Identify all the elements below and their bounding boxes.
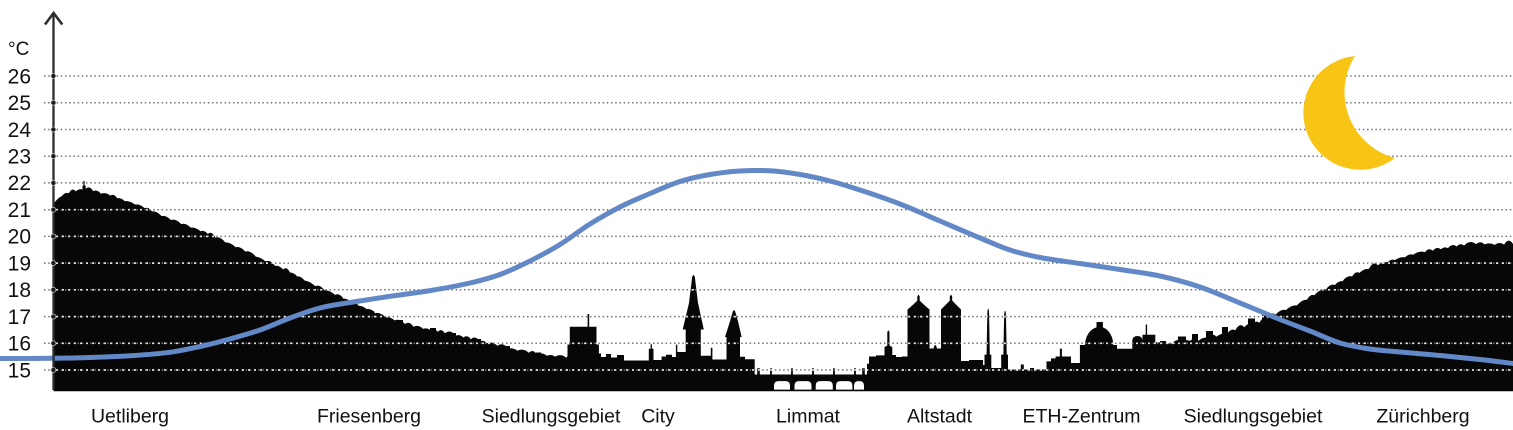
svg-text:ETH-Zentrum: ETH-Zentrum [1022,406,1140,428]
svg-text:Altstadt: Altstadt [907,406,973,428]
svg-text:23: 23 [8,146,31,169]
svg-text:Friesenberg: Friesenberg [317,406,421,428]
svg-text:15: 15 [8,359,31,382]
svg-text:16: 16 [8,333,31,356]
svg-text:Limmat: Limmat [776,406,841,428]
svg-text:17: 17 [8,306,31,329]
svg-text:25: 25 [8,92,31,115]
svg-text:Uetliberg: Uetliberg [91,406,169,428]
svg-text:24: 24 [8,119,32,142]
svg-text:22: 22 [8,172,31,195]
svg-text:26: 26 [8,65,31,88]
svg-text:Siedlungsgebiet: Siedlungsgebiet [482,406,621,428]
svg-text:Siedlungsgebiet: Siedlungsgebiet [1184,406,1323,428]
svg-text:21: 21 [8,199,31,222]
svg-text:19: 19 [8,252,31,275]
svg-text:20: 20 [8,226,31,249]
svg-text:City: City [641,406,675,428]
svg-text:°C: °C [8,39,29,60]
svg-text:Zürichberg: Zürichberg [1376,406,1469,428]
svg-text:18: 18 [8,279,31,302]
